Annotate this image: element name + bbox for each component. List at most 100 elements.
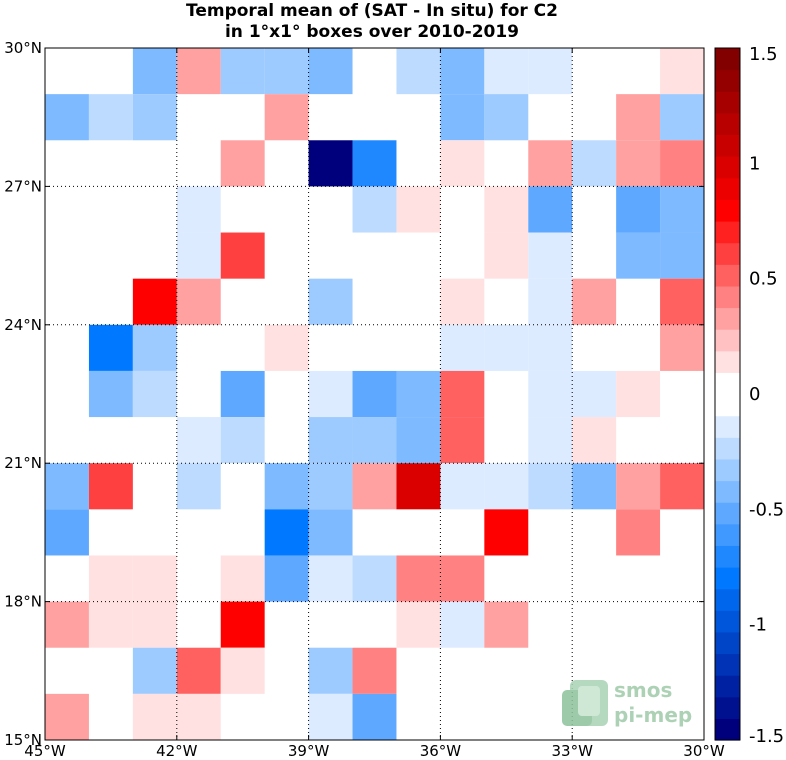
- colorbar-segment: [715, 480, 740, 503]
- heatmap-cell: [264, 48, 309, 95]
- colorbar-segment: [715, 134, 740, 157]
- heatmap-cell: [660, 463, 704, 510]
- heatmap-cell: [528, 370, 573, 418]
- heatmap-cell: [660, 232, 704, 279]
- heatmap-cell: [45, 463, 89, 510]
- heatmap-cell: [132, 693, 177, 740]
- heatmap-cell: [528, 324, 573, 371]
- heatmap-cell: [396, 601, 441, 648]
- x-tick-label: 45°W: [24, 742, 66, 760]
- colorbar-tick-label: 0.5: [749, 269, 778, 290]
- heatmap-cell: [220, 48, 265, 95]
- heatmap-cell: [616, 232, 661, 279]
- heatmap-cell: [616, 186, 661, 233]
- heatmap-cell: [88, 94, 133, 141]
- heatmap-cell: [352, 370, 397, 418]
- heatmap-cell: [352, 463, 397, 510]
- colorbar-frame: [714, 47, 741, 741]
- heatmap-cell: [660, 140, 704, 187]
- heatmap-cell: [88, 370, 133, 418]
- heatmap-cell: [132, 48, 177, 95]
- heatmap-cell: [220, 601, 265, 648]
- heatmap-cell: [352, 647, 397, 694]
- heatmap-cell: [132, 601, 177, 648]
- colorbar-segment: [715, 177, 740, 200]
- heatmap-cell: [264, 509, 309, 556]
- heatmap-cell: [616, 370, 661, 418]
- heatmap-cell: [440, 555, 485, 602]
- heatmap-cell: [220, 555, 265, 602]
- x-tick-label: 39°W: [288, 742, 330, 760]
- heatmap-cell: [88, 555, 133, 602]
- x-tick-label: 42°W: [156, 742, 198, 760]
- heatmap-cell: [484, 48, 529, 95]
- heatmap-cell: [572, 370, 617, 418]
- heatmap-cell: [45, 94, 89, 141]
- colorbar-segment: [715, 350, 740, 373]
- chart-title-line-1: Temporal mean of (SAT - In situ) for C2: [186, 1, 558, 21]
- y-tick-label: 27°N: [4, 177, 42, 195]
- heatmap-cell: [660, 48, 704, 95]
- heatmap-cell: [176, 463, 221, 510]
- heatmap-cell: [528, 48, 573, 95]
- heatmap-cell: [396, 48, 441, 95]
- colorbar-segment: [715, 415, 740, 438]
- heatmap-cell: [440, 324, 485, 371]
- colorbar-tick-label: 0: [749, 384, 760, 405]
- logo-text-pi-mep: pi-mep: [614, 703, 692, 727]
- heatmap-cell: [440, 417, 485, 464]
- colorbar-segment: [715, 394, 740, 417]
- heatmap-cell: [484, 324, 529, 371]
- colorbar-segment: [715, 545, 740, 568]
- heatmap-cell: [484, 232, 529, 279]
- colorbar-segment: [715, 285, 740, 309]
- colorbar-segment: [715, 567, 740, 590]
- heatmap-cell: [440, 140, 485, 187]
- heatmap-cell: [132, 324, 177, 371]
- plot-frame: [44, 47, 705, 741]
- y-tick-label: 15°N: [4, 731, 42, 749]
- colorbar-segment: [715, 588, 740, 611]
- colorbar-segment: [715, 437, 740, 460]
- heatmap-cell: [264, 324, 309, 371]
- y-axis-ticks: 15°N 18°N 21°N 24°N 27°N 30°N: [4, 39, 704, 749]
- heatmap-cell: [88, 601, 133, 648]
- heatmap-cell: [484, 94, 529, 141]
- colorbar-segment: [715, 221, 740, 244]
- heatmap-cell: [440, 463, 485, 510]
- y-tick-label: 21°N: [4, 454, 42, 472]
- heatmap-cell: [352, 140, 397, 187]
- heatmap-cell: [308, 509, 353, 556]
- heatmap-cell: [132, 370, 177, 418]
- colorbar: [715, 48, 740, 741]
- y-tick-label: 30°N: [4, 39, 42, 57]
- heatmap-cell: [616, 509, 661, 556]
- heatmap-cell: [220, 370, 265, 418]
- colorbar-segment: [715, 653, 740, 676]
- heatmap-cell: [528, 232, 573, 279]
- heatmap-cell: [660, 94, 704, 141]
- heatmap-cell: [440, 601, 485, 648]
- colorbar-segment: [715, 523, 740, 546]
- heatmap-cell: [528, 140, 573, 187]
- colorbar-segment: [715, 718, 740, 741]
- y-tick-label: 18°N: [4, 593, 42, 611]
- colorbar-segment: [715, 199, 740, 222]
- heatmap-cell: [528, 463, 573, 510]
- heatmap-cell: [176, 647, 221, 694]
- heatmap-cell: [220, 647, 265, 694]
- logo-text-smos: smos: [614, 678, 672, 702]
- heatmap-cell: [352, 693, 397, 740]
- heatmap-cell: [88, 324, 133, 371]
- colorbar-segment: [715, 631, 740, 655]
- heatmap-cell: [572, 417, 617, 464]
- heatmap-cell: [308, 693, 353, 740]
- heatmap-cell: [616, 140, 661, 187]
- colorbar-segment: [715, 675, 740, 698]
- colorbar-segment: [715, 372, 740, 395]
- x-axis-ticks: 45°W 42°W 39°W 36°W 33°W 30°W: [24, 48, 725, 760]
- heatmap-cell: [88, 463, 133, 510]
- heatmap-cell: [308, 417, 353, 464]
- colorbar-segment: [715, 112, 740, 136]
